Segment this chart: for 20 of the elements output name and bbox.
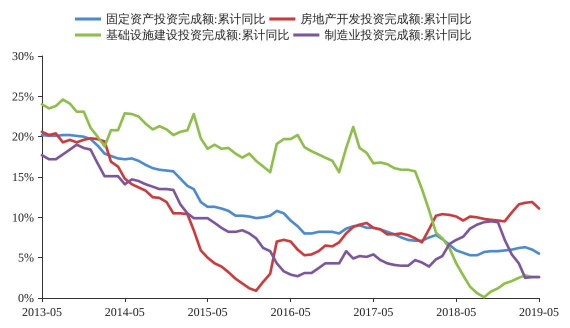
y-tick-label: 15% (12, 170, 34, 184)
x-tick-label: 2017-05 (353, 305, 394, 319)
x-tick-label: 2015-05 (188, 305, 228, 319)
x-tick-label: 2016-05 (270, 305, 311, 319)
y-tick-label: 30% (12, 49, 34, 63)
legend-label: 制造业投资完成额:累计同比 (324, 28, 472, 42)
y-tick-label: 0% (18, 291, 34, 305)
legend-label: 固定资产投资完成额:累计同比 (106, 12, 266, 26)
x-tick-label: 2013-05 (22, 305, 62, 319)
legend-label: 基础设施建设投资完成额:累计同比 (106, 28, 290, 42)
x-tick-label: 2018-05 (436, 305, 476, 319)
line-series (40, 143, 540, 280)
y-tick-label: 25% (12, 89, 34, 104)
y-tick-label: 20% (12, 130, 34, 144)
legend-label: 房地产开发投资完成额:累计同比 (300, 12, 472, 26)
line-series (40, 130, 540, 292)
y-tick-label: 10% (12, 210, 34, 224)
x-tick-label: 2014-05 (104, 305, 145, 319)
x-tick-label: 2019-05 (519, 305, 559, 319)
y-tick-label: 5% (18, 250, 34, 265)
